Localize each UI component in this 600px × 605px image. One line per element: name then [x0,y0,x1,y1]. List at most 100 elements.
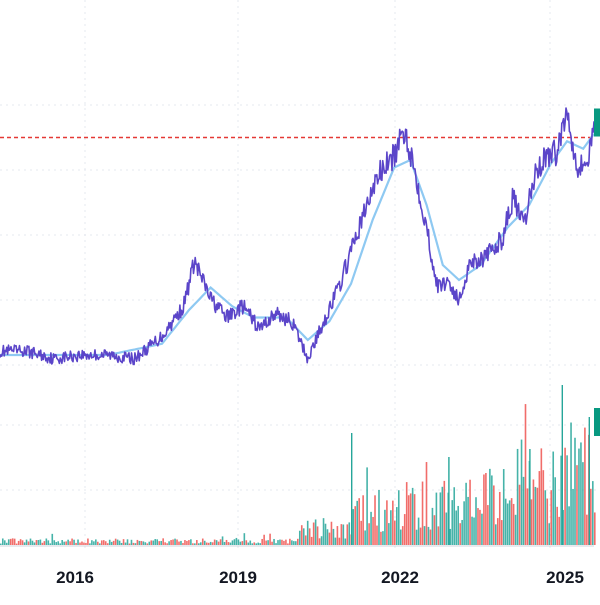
volume-bar [102,540,105,545]
volume-bar [124,542,127,545]
volume-bar [281,539,283,545]
volume-bar [431,507,434,545]
volume-bar [390,510,392,545]
volume-bar [429,529,432,545]
volume-bar [51,533,54,545]
volume-bar [437,526,440,545]
volume-bar [263,534,265,545]
volume-bar [427,526,430,545]
volume-bar [156,539,159,545]
volume-bar [122,539,125,545]
volume-bar [566,455,568,545]
volume-bar [310,536,313,545]
volume-bar [498,491,501,545]
volume-bar [330,521,333,545]
volume-bar [342,524,345,545]
volume-bar [372,516,374,545]
volume-bar [217,541,220,545]
volume-bar [110,541,113,545]
volume-bar [532,479,535,545]
volume-bar [338,537,341,545]
volume-bar [31,540,34,545]
volume-bar [267,540,269,545]
x-tick-label: 2016 [56,568,94,587]
volume-bar [146,543,149,545]
volume-bar [120,542,123,545]
volume-bar [196,540,198,545]
volume-bar [489,468,491,545]
volume-bar [81,541,83,545]
volume-bar [166,543,168,545]
volume-bar [287,543,289,545]
volume-bar [298,530,301,545]
volume-bar [269,533,271,545]
volume-bar [9,538,12,545]
last-price-tag[interactable] [594,108,600,137]
volume-bar [433,515,436,545]
volume-bar [506,503,509,545]
volume-bar [463,501,465,545]
volume-bar [91,540,93,545]
volume-bar [502,469,505,545]
volume-bar [360,520,362,545]
volume-bar [457,505,459,545]
volume-bar [170,540,172,545]
volume-bar [548,523,551,545]
volume-bar [479,509,481,545]
volume-bar [401,526,404,545]
volume-bar [209,541,212,545]
volume-bar [168,541,170,545]
volume-bar [273,538,275,545]
volume-bar [382,531,384,545]
volume-bar [481,513,483,545]
volume-bar [255,543,258,545]
volume-bar [364,530,366,545]
volume-bar [356,500,358,545]
volume-bar [396,507,398,545]
volume-bar [95,539,97,545]
volume-bar [560,455,562,545]
volume-bar [27,541,30,545]
volume-bar [231,540,234,545]
volume-bar [17,540,20,545]
volume-bar [221,536,224,545]
last-volume-tag[interactable] [594,408,600,436]
volume-bar [570,422,572,545]
volume-bar [160,540,162,545]
volume-bar [316,526,319,545]
volume-bar [83,542,85,545]
volume-bar [87,538,89,545]
volume-bar [265,540,267,545]
volume-bar [59,543,61,545]
volume-bar [392,500,394,545]
volume-bar [293,541,295,545]
volume-bar [465,482,467,545]
volume-bar [352,509,355,545]
volume-bar [592,481,594,545]
volume-bar [259,543,261,545]
volume-bar [318,538,321,545]
moving-average-line [0,133,595,357]
volume-bar [467,496,469,545]
volume-bar [118,540,121,545]
volume-bar [425,462,428,545]
volume-bar [229,542,232,545]
volume-bar [75,542,77,545]
volume-bar [198,543,200,545]
volume-bar [69,541,71,545]
volume-bar [7,539,10,545]
volume-bar [590,488,592,545]
volume-bar [544,490,547,545]
volume-bar [213,539,216,545]
volume-bar [85,542,87,545]
volume-bar [142,541,145,545]
volume-bar [25,539,28,545]
volume-bar [93,541,95,545]
volume-bar [61,540,63,545]
volume-bar [524,404,527,545]
volume-bar [249,540,252,545]
volume-bar [336,526,339,545]
volume-bar [594,512,596,545]
